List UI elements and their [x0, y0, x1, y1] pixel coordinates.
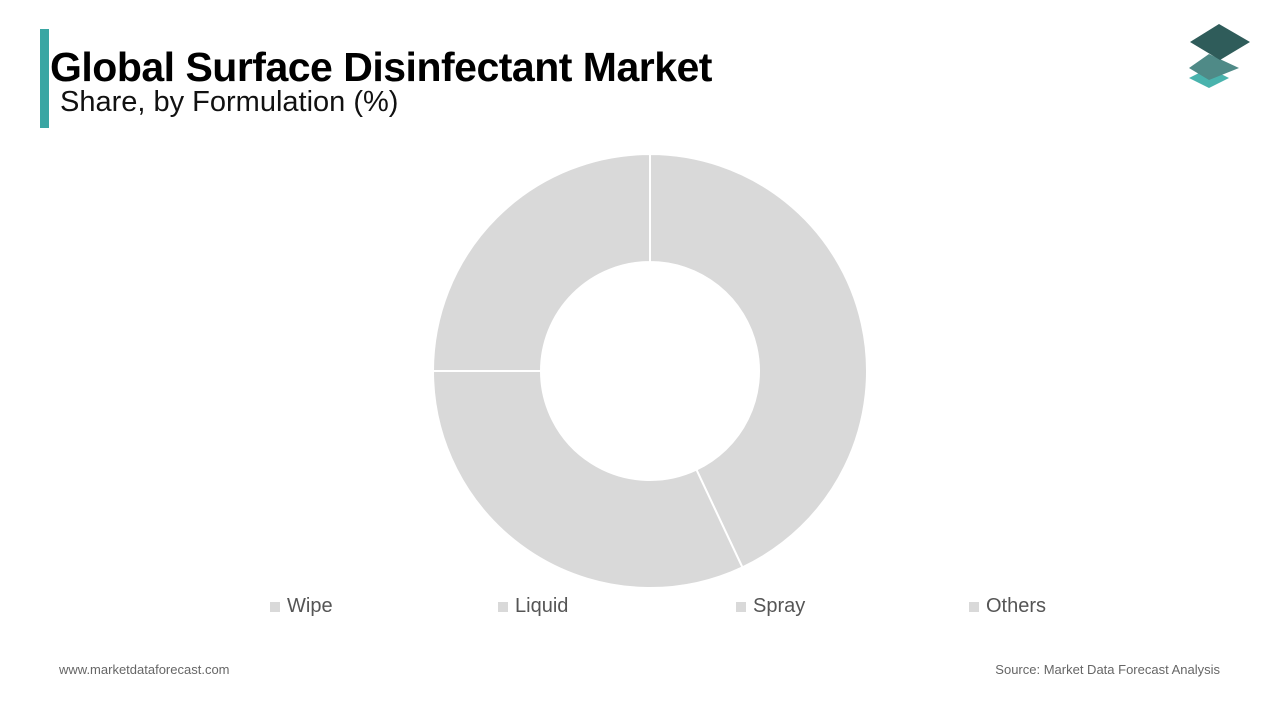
legend-item-liquid: Liquid [498, 595, 568, 618]
legend-label: Others [986, 595, 1047, 617]
logo-layer-top [1190, 24, 1250, 60]
source-note: Source: Market Data Forecast Analysis [995, 662, 1220, 677]
page-title: Global Surface Disinfectant Market [50, 44, 712, 90]
legend-item-others: Others [969, 595, 1046, 618]
legend-item-wipe: Wipe [270, 595, 333, 618]
legend-swatch [736, 601, 746, 612]
donut-slice-liquid [431, 370, 744, 589]
legend-label: Spray [753, 595, 806, 617]
legend-label: Liquid [515, 595, 569, 617]
legend-swatch [270, 601, 280, 612]
page-subtitle: Share, by Formulation (%) [60, 86, 399, 118]
donut-slice-spray [431, 152, 651, 372]
legend-label: Wipe [287, 595, 333, 617]
legend-item-spray: Spray [736, 595, 805, 618]
legend-swatch [969, 601, 979, 612]
title-accent-bar [40, 29, 49, 128]
website-url: www.marketdataforecast.com [59, 662, 230, 677]
stacked-layers-icon [1189, 24, 1250, 88]
donut-slice-wipe [649, 152, 868, 569]
logo-layer-middle [1189, 54, 1239, 80]
legend-swatch [498, 601, 508, 612]
